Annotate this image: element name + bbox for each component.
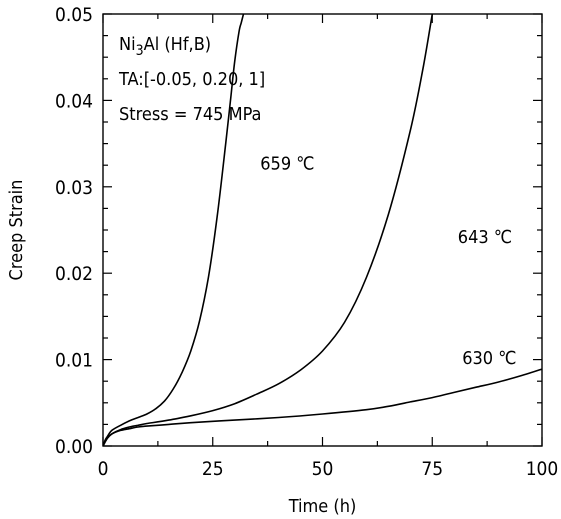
x-tick-label: 50: [312, 458, 334, 480]
series-label-1: 643 ℃: [458, 227, 512, 248]
annotation-orientation: TA:[-0.05, 0.20, 1]: [118, 69, 265, 90]
series-labels-group: 659 ℃ 643 ℃ 630 ℃: [260, 154, 516, 369]
y-tick-label: 0.01: [55, 350, 93, 372]
ticks-group: [102, 13, 543, 447]
y-tick-label: 0.03: [55, 177, 93, 199]
series-line-2: [103, 368, 542, 446]
x-tick-label: 0: [98, 458, 109, 480]
y-tick-label: 0.00: [55, 436, 93, 458]
annotation-material: Ni3Al (Hf,B): [119, 34, 211, 59]
x-tick-label: 100: [526, 458, 559, 480]
y-tick-label: 0.02: [55, 263, 93, 285]
x-tick-label: 25: [202, 458, 224, 480]
series-line-0: [103, 14, 245, 446]
series-line-1: [103, 14, 434, 446]
tick-labels-group: 0 25 50 75 100 0.00 0.01 0.02 0.03 0.04 0.05: [55, 4, 558, 480]
x-axis-label: Time (h): [288, 496, 357, 517]
curves-group: [103, 14, 542, 446]
y-tick-label: 0.05: [55, 4, 93, 26]
x-tick-label: 75: [421, 458, 443, 480]
series-label-2: 630 ℃: [462, 348, 516, 369]
series-label-0: 659 ℃: [260, 154, 314, 175]
annotation-stress: Stress = 745 MPa: [119, 104, 261, 125]
y-tick-label: 0.04: [55, 90, 93, 112]
annotation-box: Ni3Al (Hf,B) TA:[-0.05, 0.20, 1] Stress …: [118, 34, 265, 125]
y-axis-label: Creep Strain: [6, 180, 27, 281]
